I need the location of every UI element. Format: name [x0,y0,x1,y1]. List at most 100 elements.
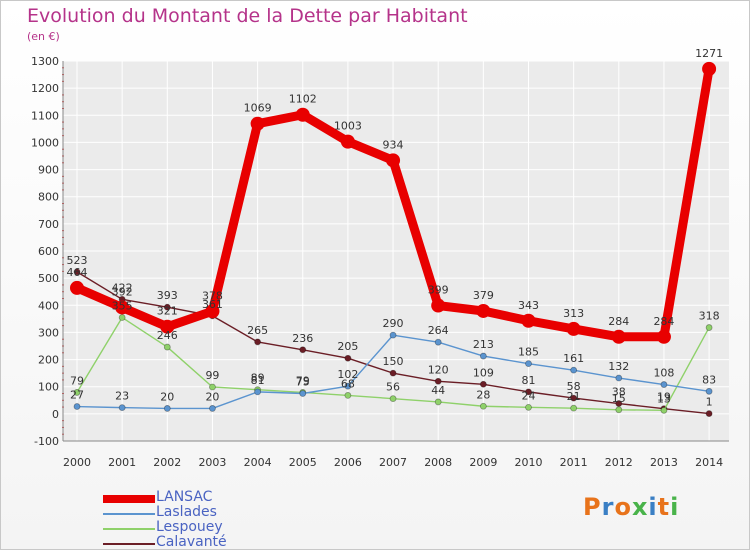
data-label-lansac: 934 [383,138,404,151]
logo-letter: r [601,493,615,521]
data-point-laslades [479,352,487,360]
data-point-laslades [299,390,307,397]
x-tick-label: 2011 [560,456,588,469]
x-tick-label: 2003 [198,456,226,469]
data-point-lespouey [118,314,126,321]
logo-letter: P [583,493,602,521]
data-label-lespouey: 79 [296,374,310,387]
data-label-lansac: 1069 [244,102,272,115]
legend-label-lespouey: Lespouey [156,519,223,535]
data-label-lansac: 313 [563,307,584,320]
data-point-lespouey [705,324,713,331]
data-point-laslades [389,331,397,339]
data-label-laslades: 264 [428,324,449,337]
data-label-lansac: 1102 [289,93,317,106]
legend-swatch-calavante [103,543,155,545]
data-point-calavant [344,354,352,362]
data-label-calavant: 109 [473,366,494,379]
data-label-calavant: 361 [202,298,223,311]
data-label-calavant: 58 [567,380,581,393]
y-tick-label: 200 [38,354,59,367]
data-label-lespouey: 21 [567,390,581,403]
data-point-lansac [295,107,310,122]
x-tick-label: 2004 [244,456,272,469]
chart-subtitle: (en €) [27,30,60,43]
y-tick-label: 0 [52,408,59,421]
data-label-lansac: 1271 [695,47,723,60]
data-label-laslades: 108 [653,367,674,380]
data-label-lespouey: 318 [699,310,720,323]
logo-letter: i [670,493,680,521]
data-point-laslades [705,387,713,395]
legend-label-laslades: Laslades [156,504,217,520]
data-point-laslades [73,403,81,410]
data-point-calavant [434,377,442,385]
y-tick-label: 1000 [31,136,59,149]
data-label-laslades: 185 [518,346,539,359]
y-tick-label: 1300 [31,55,59,68]
data-point-lansac [702,61,717,76]
axes: -100010020030040050060070080090010001100… [31,55,729,469]
data-point-lespouey [434,398,442,406]
x-tick-label: 2013 [650,456,678,469]
y-tick-label: 900 [38,164,59,177]
data-label-lansac: 343 [518,299,539,312]
data-label-laslades: 23 [115,390,129,403]
data-label-calavant: 265 [247,324,268,337]
x-tick-label: 2002 [153,456,181,469]
data-label-lespouey: 99 [205,369,219,382]
data-point-calavant [163,303,171,311]
data-point-laslades [570,366,578,374]
data-label-lansac: 399 [428,284,449,297]
data-label-laslades: 161 [563,352,584,365]
data-point-calavant [389,369,397,377]
data-point-calavant [299,346,307,354]
logo-letter: t [657,493,671,521]
data-point-lespouey [615,406,623,414]
data-point-lansac [611,329,626,344]
x-tick-label: 2005 [289,456,317,469]
data-point-laslades [118,404,126,412]
data-label-calavant: 150 [383,355,404,368]
data-point-lespouey [389,395,397,403]
data-label-calavant: 120 [428,363,449,376]
data-point-lansac [115,300,130,315]
logo-letter: i [648,493,658,521]
data-label-lespouey: 79 [70,374,84,387]
y-tick-label: 600 [38,245,59,258]
data-point-lansac [70,280,84,295]
data-label-lansac: 321 [157,305,178,318]
data-label-calavant: 38 [612,386,626,399]
chart-title: Evolution du Montant de la Dette par Hab… [27,5,468,27]
data-point-laslades [660,381,668,388]
data-point-calavant [73,268,81,276]
data-label-laslades: 132 [608,360,629,373]
data-label-lansac: 464 [67,266,88,279]
y-tick-label: -100 [34,435,59,448]
data-point-calavant [570,394,578,402]
data-label-calavant: 523 [67,254,88,267]
logo-letter: x [631,493,649,521]
data-label-laslades: 20 [160,390,174,403]
data-label-lespouey: 89 [251,372,265,385]
data-label-lansac: 1003 [334,120,362,133]
data-label-laslades: 27 [70,389,84,402]
data-label-lespouey: 246 [157,329,178,342]
x-tick-label: 2006 [334,456,362,469]
data-label-lespouey: 56 [386,381,400,394]
data-label-lespouey: 15 [612,392,626,405]
legend-swatch-lespouey [103,528,155,530]
data-point-laslades [344,382,352,390]
legend-label-lansac: LANSAC [156,489,213,505]
legend-label-calavante: Calavanté [156,534,227,550]
data-label-laslades: 213 [473,338,494,351]
legend-swatch-lansac [103,495,155,503]
data-point-calavant [615,400,623,407]
data-label-lespouey: 355 [112,300,133,313]
data-label-laslades: 81 [251,374,265,387]
data-point-lespouey [163,343,171,351]
data-point-lespouey [209,383,216,391]
x-tick-label: 2007 [379,456,407,469]
